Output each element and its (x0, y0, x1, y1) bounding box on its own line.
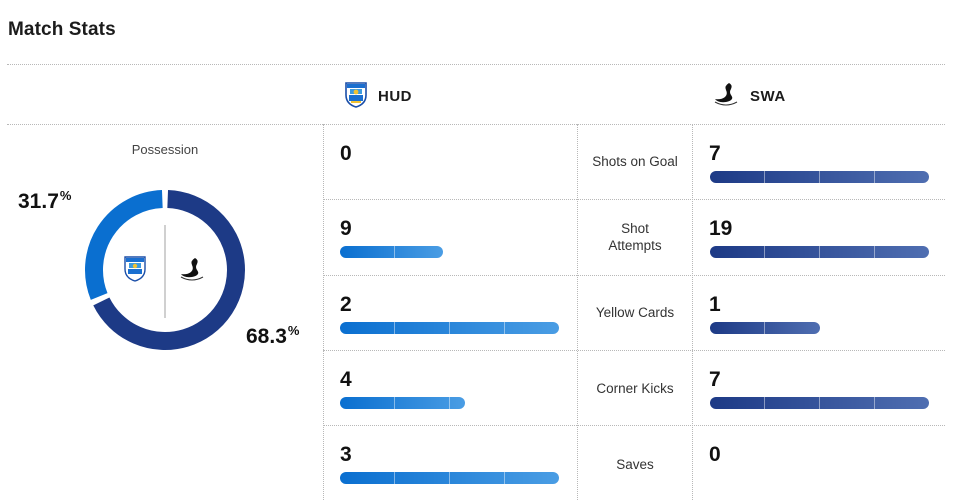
home-shot-attempts-value: 9 (340, 217, 352, 240)
column-divider-3 (692, 124, 693, 500)
home-possession-value: 31.7 (18, 190, 59, 213)
away-corner-kicks-bar (710, 397, 929, 409)
bar-segment-tick (764, 246, 765, 258)
away-team-abbr: SWA (750, 87, 786, 105)
away-shots-on-goal-bar (710, 171, 929, 183)
shot-attempts-label: Shot Attempts (608, 221, 662, 253)
row-divider-2 (323, 275, 945, 276)
home-possession-pct: 31.7% (18, 188, 72, 214)
row-divider-1 (323, 199, 945, 200)
yellow-cards-label: Yellow Cards (595, 305, 675, 320)
bar-segment-tick (874, 246, 875, 258)
away-possession-unit: % (287, 323, 300, 338)
home-shots-on-goal-value: 0 (340, 142, 352, 165)
home-saves-bar (340, 472, 559, 484)
away-saves-value: 0 (709, 443, 721, 466)
away-shot-attempts-bar (710, 246, 929, 258)
shots-on-goal-label: Shots on Goal (592, 154, 678, 169)
bar-segment-tick (874, 171, 875, 183)
bar-segment-tick (819, 397, 820, 409)
home-team-abbr: HUD (378, 87, 412, 105)
header-divider (7, 64, 945, 65)
possession-label: Possession (131, 142, 199, 157)
away-yellow-cards-value: 1 (709, 293, 721, 316)
row-divider-4 (323, 425, 945, 426)
bar-segment-tick (764, 397, 765, 409)
away-corner-kicks-value: 7 (709, 368, 721, 391)
bar-segment-tick (394, 246, 395, 258)
away-team-header: SWA (712, 80, 786, 112)
home-shot-attempts-bar (340, 246, 443, 258)
home-corner-kicks-bar (340, 397, 465, 409)
home-yellow-cards-bar (340, 322, 559, 334)
home-yellow-cards-value: 2 (340, 293, 352, 316)
home-possession-arc (85, 190, 163, 300)
bar-segment-tick (764, 171, 765, 183)
corner-kicks-label: Corner Kicks (596, 381, 674, 396)
bar-segment-tick (504, 472, 505, 484)
bar-segment-tick (394, 322, 395, 334)
row-divider-3 (323, 350, 945, 351)
bar-segment-tick (449, 472, 450, 484)
bar-segment-tick (819, 246, 820, 258)
page-title: Match Stats (8, 19, 116, 40)
huddersfield-crest-icon (344, 80, 368, 112)
bar-segment-tick (394, 397, 395, 409)
bar-segment-tick (394, 472, 395, 484)
swansea-swan-icon (712, 80, 740, 112)
saves-label: Saves (616, 457, 654, 472)
bar-segment-tick (874, 397, 875, 409)
home-corner-kicks-value: 4 (340, 368, 352, 391)
bar-segment-tick (449, 397, 450, 409)
bar-segment-tick (764, 322, 765, 334)
column-divider-2 (577, 124, 578, 500)
away-shot-attempts-value: 19 (709, 217, 733, 240)
possession-donut-chart (85, 190, 245, 350)
away-possession-value: 68.3 (246, 325, 287, 348)
team-row-divider (7, 124, 945, 125)
away-yellow-cards-bar (710, 322, 820, 334)
bar-segment-tick (449, 322, 450, 334)
bar-segment-tick (504, 322, 505, 334)
home-possession-unit: % (59, 188, 72, 203)
bar-segment-tick (819, 171, 820, 183)
away-shots-on-goal-value: 7 (709, 142, 721, 165)
home-saves-value: 3 (340, 443, 352, 466)
home-team-header: HUD (344, 80, 412, 112)
away-possession-arc (93, 190, 245, 350)
away-possession-pct: 68.3% (246, 323, 300, 349)
column-divider-1 (323, 124, 324, 500)
huddersfield-crest-icon (124, 256, 146, 282)
swansea-swan-icon (180, 258, 204, 281)
